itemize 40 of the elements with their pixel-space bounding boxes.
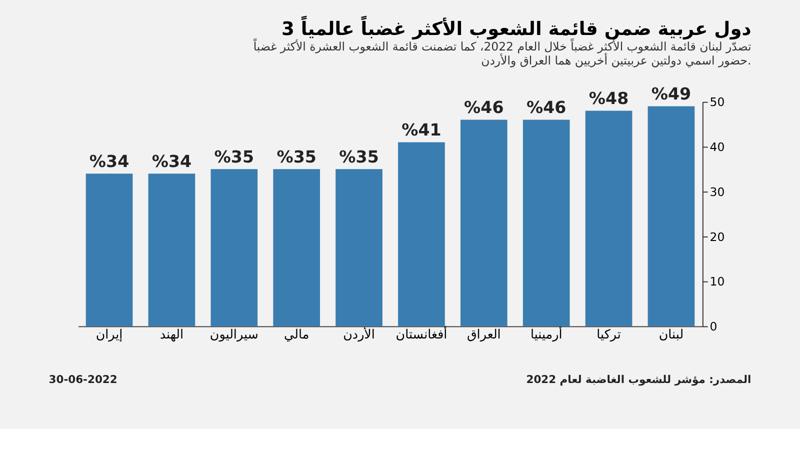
- x-tick-label: مالي: [284, 326, 310, 342]
- x-tick-label: الهند: [160, 326, 184, 342]
- bar: [398, 142, 445, 326]
- data-label: %34: [152, 152, 192, 171]
- bar: [86, 174, 133, 326]
- x-tick-label: العراق: [466, 326, 501, 342]
- x-tick-label: سيراليون: [210, 326, 258, 342]
- y-tick-label: 20: [710, 230, 725, 244]
- bar: [336, 169, 382, 326]
- data-label: %34: [89, 152, 130, 171]
- bar: [585, 110, 632, 326]
- x-tick-label: أفغانستان: [396, 325, 448, 342]
- data-label: %48: [588, 88, 629, 108]
- text: المصدر: مؤشر للشعوب الغاضبة لعام 2022: [526, 372, 752, 386]
- data-label: %46: [526, 98, 566, 117]
- text: 30-06-2022: [48, 372, 118, 386]
- bar: [148, 174, 196, 326]
- x-tick-label: الأردن: [343, 325, 375, 342]
- y-tick-label: 50: [710, 95, 725, 110]
- x-tick-label: أرمينيا: [530, 325, 562, 342]
- data-label: %49: [651, 84, 692, 104]
- data-label: %35: [214, 147, 254, 166]
- bar: [273, 169, 320, 326]
- x-tick-label: تركيا: [596, 326, 622, 342]
- text: حضور اسمي دولتين عربيتين أخريين هما العراق والأردن.: [481, 53, 752, 68]
- data-label: %35: [276, 147, 316, 166]
- data-label: %46: [464, 98, 504, 117]
- data-label: %41: [402, 120, 442, 140]
- x-tick-label: إيران: [96, 326, 123, 342]
- data-label: %35: [339, 147, 379, 166]
- y-tick-label: 10: [710, 274, 725, 289]
- bar: [210, 169, 258, 326]
- x-tick-label: لبنان: [658, 326, 684, 342]
- text: تصدّر لبنان قائمة الشعوب الأكثر غضباً خلال العام 2022، كما تضمنت قائمة الشعوب العشرة الأكثر غضباً: [253, 40, 752, 54]
- bar: [522, 120, 570, 326]
- bar: [460, 120, 508, 326]
- y-tick-label: 0: [710, 320, 718, 334]
- bar: [648, 106, 695, 326]
- y-tick-label: 40: [710, 140, 725, 154]
- y-tick-label: 30: [710, 184, 725, 199]
